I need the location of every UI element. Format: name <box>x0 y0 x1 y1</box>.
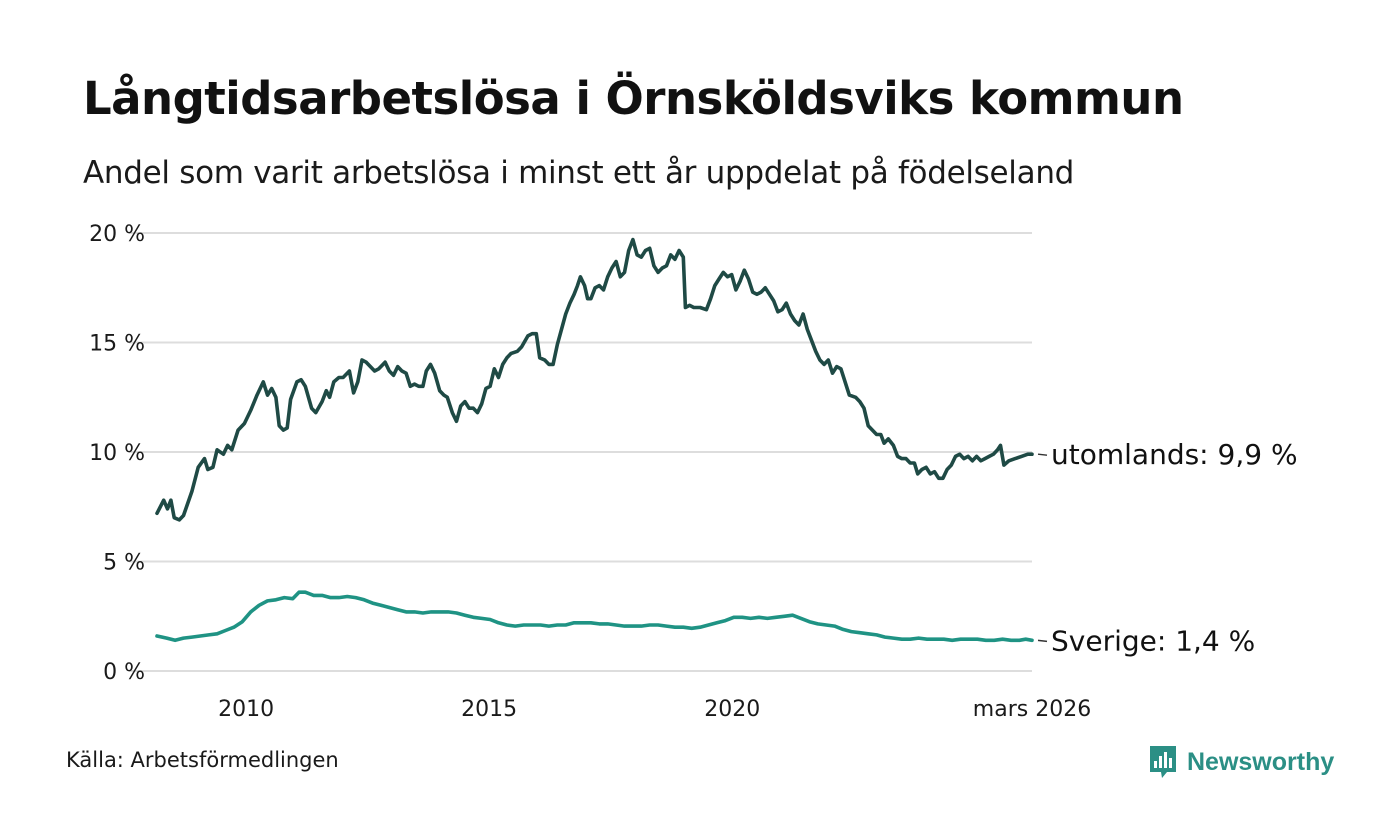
brand-logo[interactable]: Newsworthy <box>1148 744 1334 780</box>
x-tick-label: mars 2026 <box>973 697 1091 722</box>
x-tick-label: 2010 <box>218 697 274 722</box>
series-line-utomlands <box>155 237 1034 522</box>
y-tick-label: 10 % <box>89 441 145 466</box>
grid-lines <box>129 232 1032 672</box>
x-axis: 2010 2015 2020 mars 2026 <box>218 697 1091 722</box>
x-tick-label: 2020 <box>704 697 760 722</box>
y-tick-label: 5 % <box>103 551 145 576</box>
x-tick-label: 2015 <box>461 697 517 722</box>
y-tick-label: 15 % <box>89 332 145 357</box>
y-tick-label: 0 % <box>103 660 145 685</box>
end-label-leader <box>1037 453 1048 456</box>
series-lines <box>155 237 1034 643</box>
chart-title: Långtidsarbetslösa i Örnsköldsviks kommu… <box>83 72 1184 125</box>
end-label-leader <box>1037 639 1048 643</box>
chart-subtitle: Andel som varit arbetslösa i minst ett å… <box>83 155 1075 191</box>
end-label-sverige: Sverige: 1,4 % <box>1051 624 1255 657</box>
end-labels: utomlands: 9,9 % Sverige: 1,4 % <box>1037 438 1298 657</box>
brand-name: Newsworthy <box>1187 747 1335 776</box>
series-line-sverige <box>155 590 1034 643</box>
end-label-utomlands: utomlands: 9,9 % <box>1051 438 1298 471</box>
newsworthy-logo-icon <box>1150 746 1176 778</box>
y-tick-label: 20 % <box>89 222 145 247</box>
y-axis: 0 % 5 % 10 % 15 % 20 % <box>89 222 145 685</box>
source-note: Källa: Arbetsförmedlingen <box>66 748 339 772</box>
